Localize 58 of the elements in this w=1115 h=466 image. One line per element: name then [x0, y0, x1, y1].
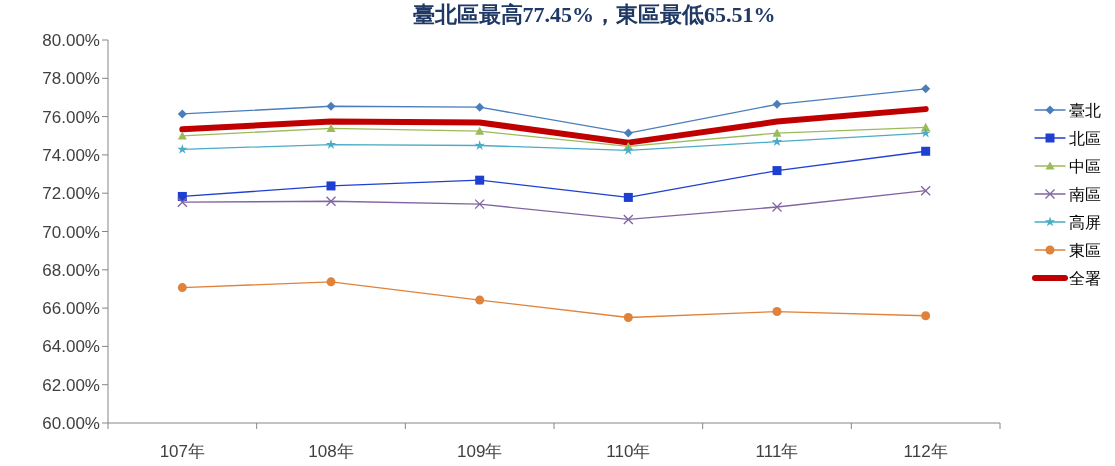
legend-label: 高屏: [1069, 214, 1101, 231]
x-tick-label: 112年: [903, 442, 948, 461]
point: [921, 311, 931, 321]
legend-label: 全署: [1069, 270, 1101, 287]
x-tick-label: 107年: [159, 442, 206, 461]
point: [920, 185, 931, 196]
x-tick-label: 109年: [456, 442, 503, 461]
y-tick-label: 64.00%: [42, 337, 100, 357]
y-tick-label: 62.00%: [42, 375, 100, 395]
point: [325, 196, 337, 207]
point: [475, 102, 485, 112]
point: [921, 122, 931, 131]
point: [772, 166, 782, 176]
y-tick-label: 74.00%: [42, 145, 100, 165]
y-tick-label: 78.00%: [42, 69, 100, 89]
y-tick-label: 66.00%: [42, 299, 100, 319]
x-tick-label: 111年: [755, 442, 799, 461]
point: [326, 277, 336, 287]
point: [326, 123, 336, 132]
point: [326, 101, 336, 111]
legend-label: 北區: [1069, 130, 1101, 147]
point: [772, 128, 782, 137]
legend-label: 南區: [1069, 186, 1101, 203]
chart-title: 臺北區最高77.45%，東區最低65.51%: [412, 2, 776, 27]
point: [920, 127, 931, 138]
point: [475, 295, 485, 305]
point: [474, 140, 485, 150]
point: [325, 139, 337, 149]
x-tick-label: 110年: [606, 442, 651, 461]
point: [921, 84, 931, 94]
point: [623, 144, 634, 155]
x-tick-label: 108年: [308, 442, 354, 461]
point: [623, 312, 633, 322]
point: [326, 181, 336, 191]
legend-label: 臺北: [1069, 102, 1101, 119]
point: [177, 197, 188, 208]
legend-label: 東區: [1069, 242, 1101, 259]
y-tick-label: 76.00%: [42, 107, 100, 127]
point: [474, 198, 485, 210]
point: [475, 175, 485, 185]
point: [623, 128, 633, 138]
point: [475, 126, 485, 135]
point: [623, 214, 634, 225]
y-tick-label: 70.00%: [42, 222, 100, 242]
point: [772, 307, 782, 317]
y-tick-label: 60.00%: [42, 414, 100, 433]
y-tick-label: 72.00%: [42, 184, 100, 204]
point: [177, 109, 187, 119]
point: [772, 99, 782, 109]
point: [177, 283, 187, 293]
point: [771, 201, 783, 213]
point: [771, 136, 783, 147]
legend-label: 中區: [1069, 158, 1101, 175]
point: [623, 192, 633, 202]
point: [921, 146, 931, 156]
y-tick-label: 80.00%: [42, 31, 100, 50]
y-tick-label: 68.00%: [42, 260, 100, 280]
point: [177, 131, 187, 140]
